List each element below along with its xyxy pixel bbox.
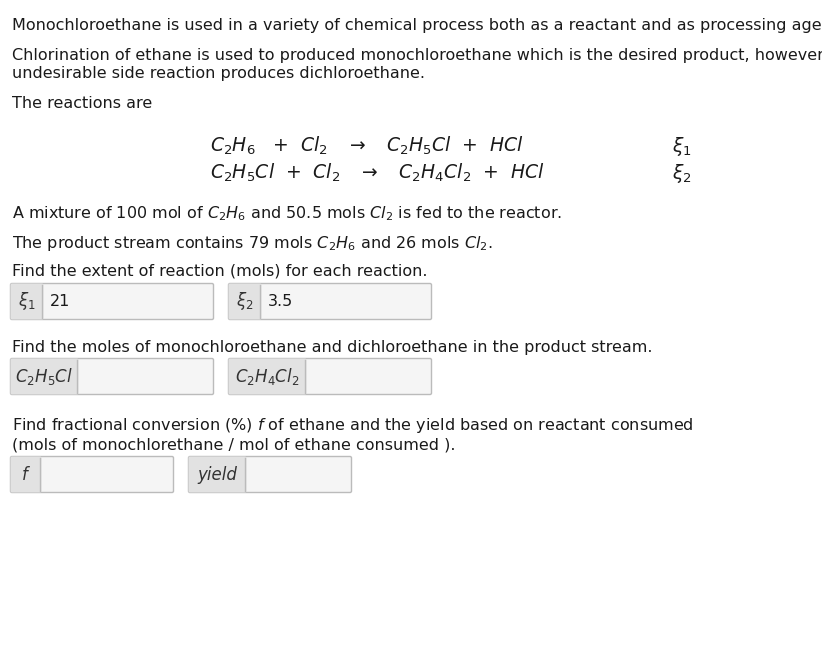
- Text: Find fractional conversion (%) $f$ of ethane and the yield based on reactant con: Find fractional conversion (%) $f$ of et…: [12, 416, 694, 435]
- Text: $f$: $f$: [21, 465, 31, 483]
- FancyBboxPatch shape: [188, 457, 247, 493]
- FancyBboxPatch shape: [188, 457, 352, 493]
- Text: $\xi_1$: $\xi_1$: [18, 290, 36, 312]
- Text: $C_2H_4Cl_2$: $C_2H_4Cl_2$: [235, 366, 300, 387]
- FancyBboxPatch shape: [11, 359, 214, 394]
- FancyBboxPatch shape: [229, 359, 432, 394]
- FancyBboxPatch shape: [11, 457, 173, 493]
- FancyBboxPatch shape: [11, 284, 44, 320]
- Text: A mixture of 100 mol of $C_2H_6$ and 50.5 mols $Cl_2$ is fed to the reactor.: A mixture of 100 mol of $C_2H_6$ and 50.…: [12, 204, 562, 223]
- FancyBboxPatch shape: [229, 359, 307, 394]
- FancyBboxPatch shape: [11, 457, 41, 493]
- Text: $\xi_2$: $\xi_2$: [236, 290, 254, 312]
- Text: (mols of monochlorethane / mol of ethane consumed ).: (mols of monochlorethane / mol of ethane…: [12, 438, 455, 453]
- Text: $C_2H_6$   $+$  $Cl_2$   $\rightarrow$   $C_2H_5Cl$  $+$  $HCl$: $C_2H_6$ $+$ $Cl_2$ $\rightarrow$ $C_2H_…: [210, 135, 524, 157]
- Text: $\xi_1$: $\xi_1$: [672, 135, 691, 158]
- FancyBboxPatch shape: [11, 284, 214, 320]
- Text: 21: 21: [50, 294, 71, 309]
- Text: The product stream contains 79 mols $C_2H_6$ and 26 mols $Cl_2$.: The product stream contains 79 mols $C_2…: [12, 234, 492, 253]
- Text: Chlorination of ethane is used to produced monochloroethane which is the desired: Chlorination of ethane is used to produc…: [12, 48, 822, 63]
- Text: undesirable side reaction produces dichloroethane.: undesirable side reaction produces dichl…: [12, 66, 425, 81]
- FancyBboxPatch shape: [11, 359, 78, 394]
- Text: $C_2H_5Cl$  $+$  $Cl_2$   $\rightarrow$   $C_2H_4Cl_2$  $+$  $HCl$: $C_2H_5Cl$ $+$ $Cl_2$ $\rightarrow$ $C_2…: [210, 162, 545, 184]
- Text: Find the extent of reaction (mols) for each reaction.: Find the extent of reaction (mols) for e…: [12, 264, 427, 279]
- Text: 3.5: 3.5: [268, 294, 293, 309]
- Text: The reactions are: The reactions are: [12, 96, 152, 111]
- Text: Find the moles of monochloroethane and dichloroethane in the product stream.: Find the moles of monochloroethane and d…: [12, 340, 653, 355]
- Text: Monochloroethane is used in a variety of chemical process both as a reactant and: Monochloroethane is used in a variety of…: [12, 18, 822, 33]
- Text: $C_2H_5Cl$: $C_2H_5Cl$: [16, 366, 73, 387]
- FancyBboxPatch shape: [229, 284, 261, 320]
- Text: $\xi_2$: $\xi_2$: [672, 162, 691, 185]
- FancyBboxPatch shape: [229, 284, 432, 320]
- Text: yield: yield: [197, 465, 238, 483]
